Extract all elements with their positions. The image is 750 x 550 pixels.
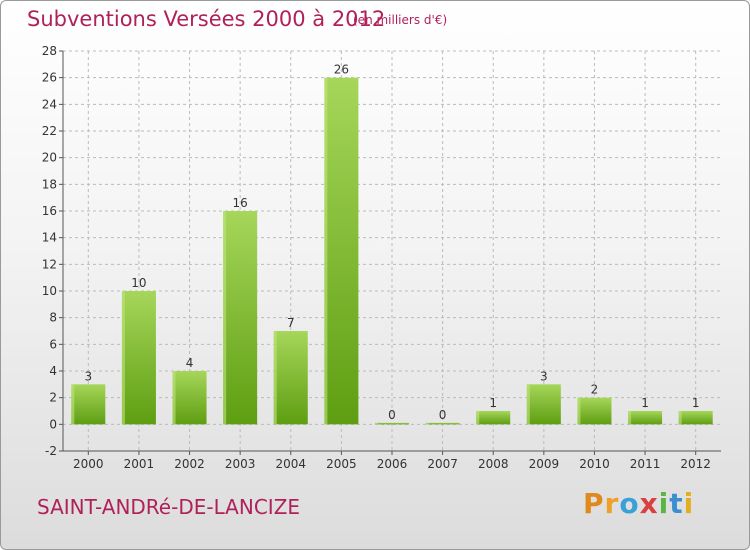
value-label-2000: 3 bbox=[84, 369, 92, 383]
logo-letter: i bbox=[683, 487, 695, 520]
bar-2007 bbox=[425, 422, 460, 425]
y-tick-label: 12 bbox=[42, 257, 57, 271]
value-label-2007: 0 bbox=[439, 408, 447, 422]
bar-2012 bbox=[678, 411, 713, 425]
value-label-2006: 0 bbox=[388, 408, 396, 422]
logo-letter: P bbox=[583, 487, 605, 520]
logo-letter: x bbox=[639, 487, 659, 520]
bar-highlight bbox=[526, 384, 530, 425]
y-tick-label: 2 bbox=[49, 391, 57, 405]
y-tick-label: -2 bbox=[45, 444, 57, 458]
y-tick-label: 26 bbox=[42, 71, 57, 85]
x-tick-label: 2005 bbox=[326, 457, 357, 471]
bar-2004 bbox=[273, 331, 308, 425]
value-label-2009: 3 bbox=[540, 369, 548, 383]
bar-highlight bbox=[425, 422, 429, 425]
x-tick-label: 2004 bbox=[275, 457, 306, 471]
value-label-2010: 2 bbox=[591, 383, 599, 397]
bar-2008 bbox=[476, 411, 511, 425]
x-tick-label: 2008 bbox=[478, 457, 509, 471]
y-tick-label: 22 bbox=[42, 124, 57, 138]
bar-2006 bbox=[375, 422, 409, 425]
x-tick-label: 2011 bbox=[630, 457, 661, 471]
value-label-2005: 26 bbox=[334, 63, 349, 77]
bar-2009 bbox=[526, 384, 561, 425]
x-tick-label: 2009 bbox=[529, 457, 560, 471]
x-tick-label: 2000 bbox=[73, 457, 104, 471]
bar-2010 bbox=[577, 397, 612, 425]
bar-highlight bbox=[324, 77, 328, 425]
y-tick-label: 20 bbox=[42, 151, 57, 165]
y-tick-label: 24 bbox=[42, 97, 57, 111]
bar-highlight bbox=[678, 411, 682, 425]
logo-letter: t bbox=[669, 487, 684, 520]
value-label-2008: 1 bbox=[489, 396, 497, 410]
bar-2005 bbox=[324, 77, 359, 425]
y-tick-label: 0 bbox=[49, 417, 57, 431]
bar-highlight bbox=[172, 371, 176, 425]
bar-highlight bbox=[273, 331, 277, 425]
x-tick-label: 2003 bbox=[225, 457, 256, 471]
x-tick-label: 2012 bbox=[680, 457, 711, 471]
x-tick-label: 2001 bbox=[124, 457, 155, 471]
value-label-2012: 1 bbox=[692, 396, 700, 410]
logo-letter: r bbox=[604, 487, 620, 520]
value-label-2003: 16 bbox=[233, 196, 248, 210]
bar-highlight bbox=[223, 211, 227, 425]
value-label-2002: 4 bbox=[186, 356, 194, 370]
logo-letter: i bbox=[658, 487, 670, 520]
y-tick-label: 18 bbox=[42, 177, 57, 191]
proxiti-logo: Proxiti bbox=[583, 487, 694, 520]
bar-2011 bbox=[628, 411, 663, 425]
bar-highlight bbox=[628, 411, 632, 425]
bar-2003 bbox=[223, 211, 258, 425]
value-label-2001: 10 bbox=[131, 276, 146, 290]
bar-highlight bbox=[71, 384, 75, 425]
commune-name: SAINT-ANDRé-DE-LANCIZE bbox=[37, 495, 301, 519]
y-tick-label: 6 bbox=[49, 337, 57, 351]
y-tick-label: 28 bbox=[42, 44, 57, 58]
bar-highlight bbox=[375, 422, 378, 425]
bar-highlight bbox=[577, 397, 581, 425]
value-label-2011: 1 bbox=[641, 396, 649, 410]
bar-2001 bbox=[121, 291, 156, 425]
x-tick-label: 2010 bbox=[579, 457, 610, 471]
y-tick-label: 8 bbox=[49, 311, 57, 325]
y-tick-label: 4 bbox=[49, 364, 57, 378]
chart-subtitle: (en milliers d'€) bbox=[353, 13, 448, 27]
y-tick-label: 10 bbox=[42, 284, 57, 298]
y-tick-label: 14 bbox=[42, 231, 57, 245]
x-tick-label: 2006 bbox=[377, 457, 408, 471]
bar-highlight bbox=[476, 411, 480, 425]
bar-2002 bbox=[172, 371, 207, 425]
y-tick-label: 16 bbox=[42, 204, 57, 218]
value-label-2004: 7 bbox=[287, 316, 295, 330]
chart-title: Subventions Versées 2000 à 2012 bbox=[27, 7, 386, 31]
x-tick-label: 2007 bbox=[427, 457, 458, 471]
x-tick-label: 2002 bbox=[174, 457, 205, 471]
bar-2000 bbox=[71, 384, 106, 425]
bar-highlight bbox=[121, 291, 125, 425]
logo-letter: o bbox=[619, 487, 640, 520]
